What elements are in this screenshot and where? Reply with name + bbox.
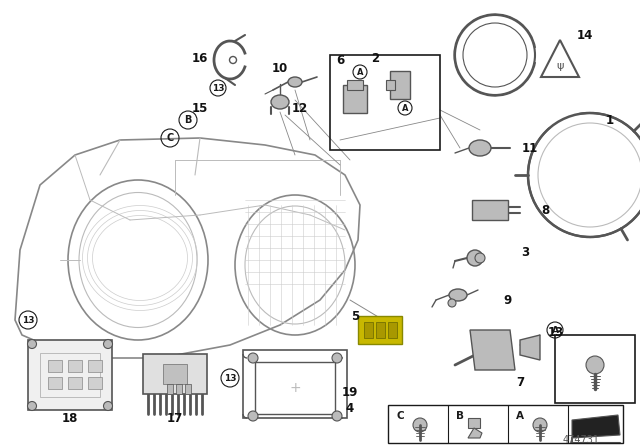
FancyBboxPatch shape [386, 80, 395, 90]
FancyBboxPatch shape [472, 200, 508, 220]
Polygon shape [470, 330, 515, 370]
Text: ψ: ψ [556, 61, 564, 71]
FancyBboxPatch shape [358, 316, 402, 344]
Text: 17: 17 [167, 412, 183, 425]
Text: A: A [402, 103, 408, 112]
Text: 4: 4 [346, 401, 354, 414]
Text: 1: 1 [606, 113, 614, 126]
Text: C: C [166, 133, 173, 143]
Circle shape [104, 340, 113, 349]
FancyBboxPatch shape [390, 71, 410, 99]
Text: 13: 13 [224, 374, 236, 383]
Text: 19: 19 [342, 385, 358, 399]
Circle shape [248, 411, 258, 421]
FancyBboxPatch shape [364, 322, 373, 338]
FancyBboxPatch shape [163, 364, 187, 384]
Text: +: + [289, 381, 301, 395]
Text: 16: 16 [192, 52, 208, 65]
Ellipse shape [288, 77, 302, 87]
Circle shape [475, 253, 485, 263]
FancyBboxPatch shape [376, 322, 385, 338]
Circle shape [104, 401, 113, 410]
FancyBboxPatch shape [468, 418, 480, 428]
Text: 13: 13 [548, 326, 564, 339]
Text: 9: 9 [504, 293, 512, 306]
Text: 13: 13 [212, 83, 224, 92]
Circle shape [28, 401, 36, 410]
Text: 2: 2 [371, 52, 379, 65]
Ellipse shape [469, 140, 491, 156]
Polygon shape [572, 415, 620, 438]
Circle shape [248, 353, 258, 363]
FancyBboxPatch shape [388, 322, 397, 338]
FancyBboxPatch shape [143, 354, 207, 394]
Text: 6: 6 [336, 53, 344, 66]
Text: A: A [516, 411, 524, 421]
Circle shape [28, 340, 36, 349]
FancyBboxPatch shape [343, 85, 367, 113]
FancyBboxPatch shape [167, 384, 173, 394]
Text: B: B [456, 411, 464, 421]
Polygon shape [468, 428, 482, 438]
Text: 14: 14 [577, 29, 593, 42]
FancyBboxPatch shape [347, 80, 363, 90]
Text: 474731: 474731 [563, 435, 600, 445]
Circle shape [448, 299, 456, 307]
Text: 12: 12 [292, 102, 308, 115]
Text: 11: 11 [522, 142, 538, 155]
FancyBboxPatch shape [48, 377, 62, 389]
Text: 13: 13 [22, 315, 35, 324]
Text: 10: 10 [272, 61, 288, 74]
FancyBboxPatch shape [88, 360, 102, 372]
Text: B: B [184, 115, 192, 125]
Text: 7: 7 [516, 375, 524, 388]
FancyBboxPatch shape [28, 340, 112, 410]
Text: A: A [552, 326, 559, 335]
FancyBboxPatch shape [176, 384, 182, 394]
Circle shape [533, 418, 547, 432]
Circle shape [332, 411, 342, 421]
Text: 5: 5 [351, 310, 359, 323]
FancyBboxPatch shape [68, 377, 82, 389]
Text: 3: 3 [521, 246, 529, 258]
Circle shape [467, 250, 483, 266]
Ellipse shape [449, 289, 467, 301]
Circle shape [586, 356, 604, 374]
FancyBboxPatch shape [88, 377, 102, 389]
FancyBboxPatch shape [48, 360, 62, 372]
Text: 8: 8 [541, 203, 549, 216]
FancyBboxPatch shape [185, 384, 191, 394]
Circle shape [413, 418, 427, 432]
Polygon shape [520, 335, 540, 360]
FancyBboxPatch shape [68, 360, 82, 372]
Text: C: C [396, 411, 404, 421]
Text: 15: 15 [192, 102, 208, 115]
Text: 18: 18 [62, 412, 78, 425]
Circle shape [332, 353, 342, 363]
Ellipse shape [271, 95, 289, 109]
Text: A: A [356, 68, 364, 77]
